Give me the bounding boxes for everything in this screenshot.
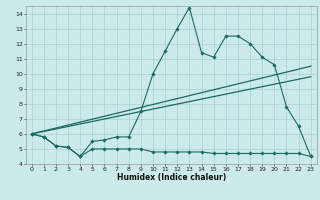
X-axis label: Humidex (Indice chaleur): Humidex (Indice chaleur) xyxy=(116,173,226,182)
